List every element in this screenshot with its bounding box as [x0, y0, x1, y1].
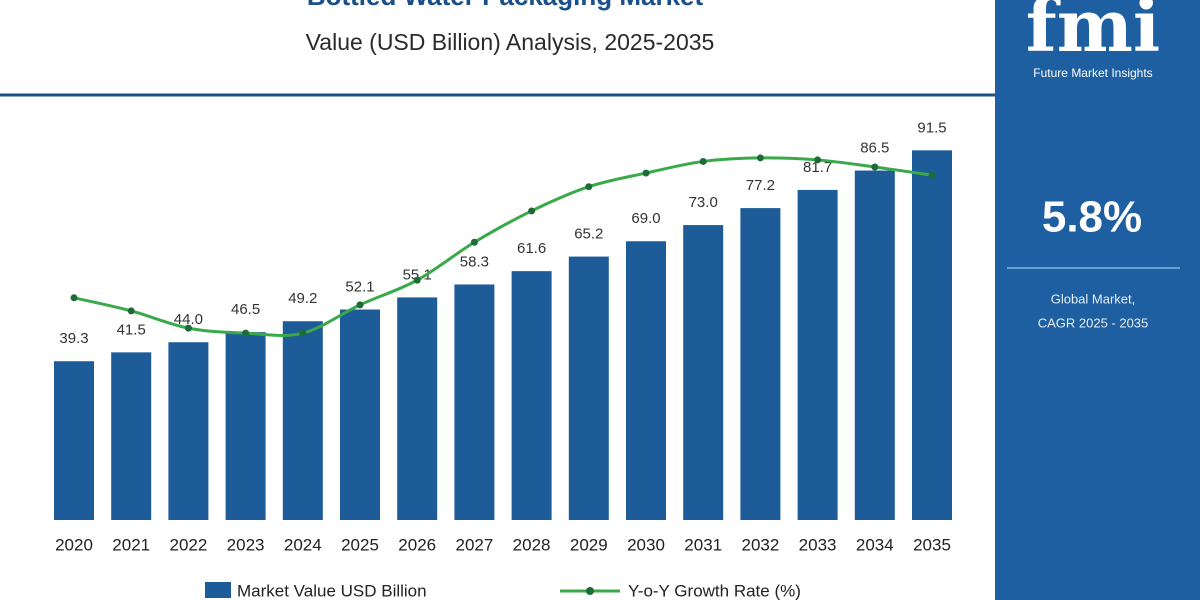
growth-point	[699, 157, 707, 165]
growth-line	[73, 156, 933, 337]
bar	[740, 208, 781, 520]
x-tick-label: 2031	[684, 535, 722, 554]
bar	[568, 256, 609, 520]
growth-point	[299, 329, 307, 337]
data-label: 86.5	[860, 140, 889, 157]
x-tick-label: 2035	[913, 535, 951, 554]
bar	[626, 241, 666, 521]
bar	[340, 309, 380, 520]
growth-point	[70, 294, 78, 302]
growth-point	[470, 238, 478, 246]
growth-point	[585, 183, 593, 191]
data-label: 39.3	[59, 330, 88, 347]
bar	[454, 284, 495, 520]
growth-point	[756, 154, 764, 162]
bar	[797, 189, 838, 520]
x-tick-label: 2034	[856, 535, 894, 554]
data-label: 69.0	[631, 210, 660, 227]
data-label: 91.5	[917, 119, 946, 136]
data-label: 73.0	[689, 194, 718, 211]
bar	[912, 150, 952, 520]
bar	[854, 170, 895, 521]
x-tick-label: 2033	[799, 535, 837, 554]
brand-name: Future Market Insights	[1033, 66, 1152, 80]
growth-point	[184, 324, 192, 332]
growth-point	[242, 329, 250, 337]
brand-logo: fmi	[1026, 0, 1161, 68]
growth-point	[413, 276, 421, 284]
x-tick-label: 2024	[284, 535, 322, 554]
bar	[683, 225, 724, 520]
growth-point	[528, 207, 536, 215]
x-tick-label: 2032	[741, 535, 779, 554]
bar	[282, 321, 323, 520]
chart-title: Bottled Water Packaging Market	[307, 0, 704, 11]
cagr-value: 5.8%	[1042, 193, 1142, 242]
cagr-label: Global Market,	[1051, 291, 1136, 306]
data-label: 46.5	[231, 301, 260, 318]
growth-point	[871, 163, 879, 171]
bar	[168, 342, 209, 520]
chart-subtitle: Value (USD Billion) Analysis, 2025-2035	[306, 29, 715, 55]
bar	[54, 361, 94, 520]
growth-point	[928, 171, 936, 179]
data-label: 65.2	[574, 226, 603, 243]
growth-point	[814, 156, 822, 164]
x-tick-label: 2030	[627, 535, 665, 554]
data-label: 55.1	[403, 266, 432, 283]
growth-point	[642, 169, 650, 177]
growth-point	[356, 301, 364, 309]
data-label: 41.5	[117, 321, 146, 338]
bar	[397, 297, 438, 520]
bar	[111, 352, 152, 520]
x-tick-label: 2025	[341, 535, 379, 554]
data-label: 61.6	[517, 240, 546, 257]
data-label: 44.0	[174, 311, 203, 328]
legend-swatch	[205, 582, 231, 598]
side-panel	[995, 0, 1200, 600]
legend-label: Y-o-Y Growth Rate (%)	[628, 581, 801, 600]
data-label: 77.2	[746, 177, 775, 194]
bar	[511, 271, 552, 520]
growth-point	[127, 307, 135, 315]
data-label: 58.3	[460, 253, 489, 270]
x-tick-label: 2023	[227, 535, 265, 554]
x-tick-label: 2029	[570, 535, 608, 554]
legend-swatch	[586, 587, 594, 595]
x-tick-label: 2021	[112, 535, 150, 554]
x-tick-label: 2022	[169, 535, 207, 554]
data-label: 52.1	[345, 278, 374, 295]
x-tick-label: 2026	[398, 535, 436, 554]
bar	[225, 332, 266, 520]
x-tick-label: 2027	[455, 535, 493, 554]
cagr-label: CAGR 2025 - 2035	[1038, 315, 1149, 330]
data-label: 81.7	[803, 159, 832, 176]
x-tick-label: 2028	[513, 535, 551, 554]
legend-label: Market Value USD Billion	[237, 581, 427, 600]
data-label: 49.2	[288, 290, 317, 307]
x-tick-label: 2020	[55, 535, 93, 554]
